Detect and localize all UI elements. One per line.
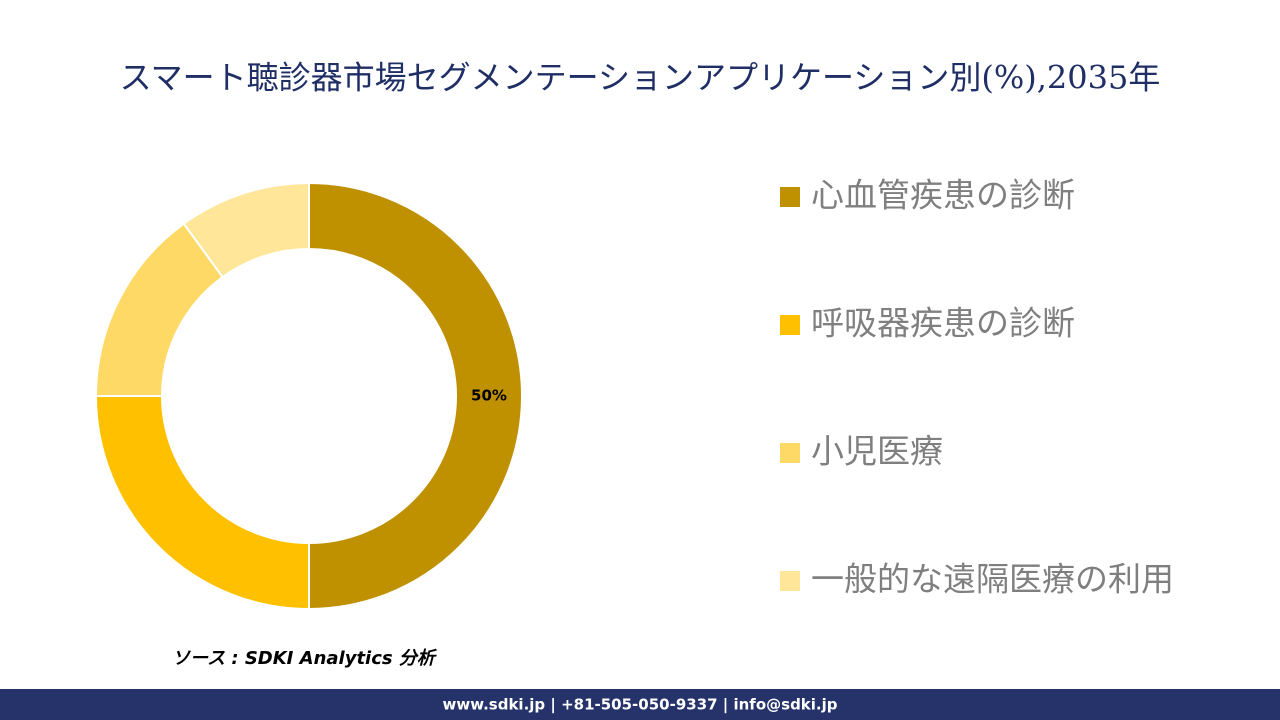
donut-segment xyxy=(182,181,310,279)
donut-segment xyxy=(94,395,310,611)
source-note: ソース : SDKI Analytics 分析 xyxy=(172,648,438,669)
data-label: 50% xyxy=(471,387,507,405)
legend-swatch xyxy=(780,187,800,207)
donut-segment xyxy=(308,181,523,611)
legend-swatch xyxy=(780,571,800,591)
legend-label: 小児医療 xyxy=(811,432,943,471)
legend-label: 呼吸器疾患の診断 xyxy=(811,304,1075,343)
legend-swatch xyxy=(780,315,800,335)
chart-title: スマート聴診器市場セグメンテーションアプリケーション別(%),2035年 xyxy=(120,59,1161,97)
footer-text: www.sdki.jp | +81-505-050-9337 | info@sd… xyxy=(442,696,837,715)
legend-swatch xyxy=(780,443,800,463)
legend-label: 一般的な遠隔医療の利用 xyxy=(811,560,1174,599)
footer-bar xyxy=(0,689,1280,720)
legend-label: 心血管疾患の診断 xyxy=(811,176,1075,215)
